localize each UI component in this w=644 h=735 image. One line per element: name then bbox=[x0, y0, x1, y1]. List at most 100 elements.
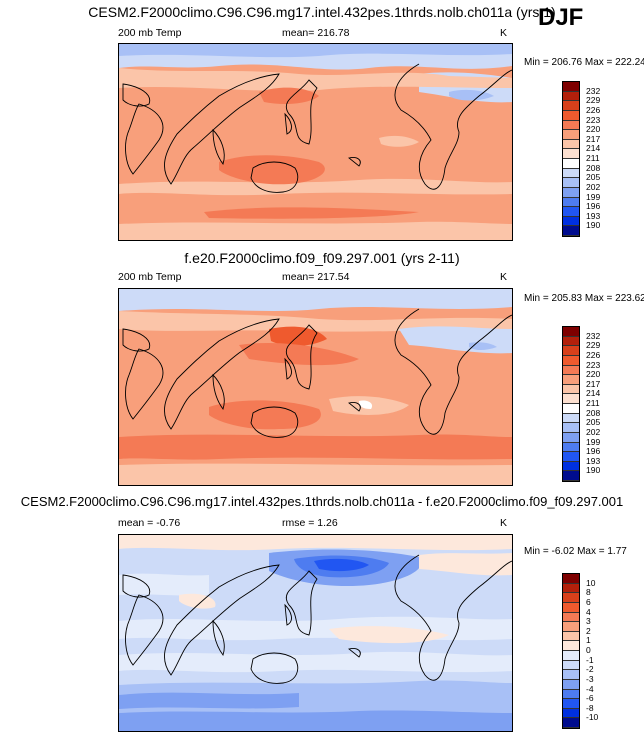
colorbar-label: 220 bbox=[586, 369, 601, 380]
colorbar-label: 211 bbox=[586, 398, 600, 408]
colorbar-swatch bbox=[563, 689, 579, 700]
colorbar-swatch bbox=[563, 413, 579, 424]
colorbar-swatch bbox=[563, 718, 579, 728]
colorbar-swatch bbox=[563, 384, 579, 395]
colorbar-label: 190 bbox=[586, 465, 601, 476]
colorbar-swatch bbox=[563, 461, 579, 472]
panel-3-title: CESM2.F2000climo.C96.C96.mg17.intel.432p… bbox=[20, 494, 624, 509]
colorbar-swatch bbox=[563, 641, 579, 651]
colorbar-swatch bbox=[563, 120, 579, 131]
colorbar-label: 202 bbox=[586, 426, 601, 437]
colorbar-label: 3 bbox=[586, 616, 591, 627]
colorbar-label: 229 bbox=[586, 340, 601, 351]
colorbar-swatch bbox=[563, 110, 579, 121]
colorbar-swatch bbox=[563, 432, 579, 443]
colorbar-swatch bbox=[563, 327, 579, 337]
colorbar-label: 190 bbox=[586, 220, 601, 231]
panel-2-units: K bbox=[500, 271, 508, 283]
colorbar-label: 217 bbox=[586, 378, 601, 389]
colorbar-label: 220 bbox=[586, 124, 601, 135]
colorbar-label: 217 bbox=[586, 133, 601, 144]
colorbar-swatch bbox=[563, 699, 579, 709]
colorbar-swatch bbox=[563, 471, 579, 481]
colorbar-label: 193 bbox=[586, 455, 601, 466]
colorbar-swatch bbox=[563, 336, 579, 347]
colorbar-swatch bbox=[563, 355, 579, 366]
colorbar-label: 2 bbox=[586, 625, 591, 636]
colorbar-swatch bbox=[563, 82, 579, 92]
colorbar-label: 196 bbox=[586, 446, 601, 457]
panel-1-units: K bbox=[500, 27, 508, 39]
colorbar-swatch bbox=[563, 593, 579, 603]
panel-1-minmax: Min = 206.76 Max = 222.24 bbox=[524, 57, 644, 68]
colorbar-swatch bbox=[563, 226, 579, 236]
colorbar-swatch bbox=[563, 139, 579, 150]
colorbar-label: 6 bbox=[586, 596, 591, 607]
colorbar-label: 199 bbox=[586, 191, 601, 202]
colorbar-swatch bbox=[563, 442, 579, 453]
panel-3-units: K bbox=[500, 517, 508, 529]
colorbar-label: 214 bbox=[586, 143, 601, 154]
panel-2-map bbox=[118, 288, 513, 486]
colorbar-swatch bbox=[563, 130, 579, 140]
panel-1-title: CESM2.F2000climo.C96.C96.mg17.intel.432p… bbox=[88, 4, 556, 20]
panel-3-colorbar bbox=[562, 573, 580, 729]
colorbar-label: -3 bbox=[586, 673, 594, 684]
colorbar-label: 208 bbox=[586, 407, 601, 418]
colorbar-label: 232 bbox=[586, 85, 601, 96]
colorbar-label: 10 bbox=[586, 577, 596, 588]
colorbar-swatch bbox=[563, 365, 579, 376]
colorbar-label: -1 bbox=[586, 654, 594, 665]
colorbar-label: 199 bbox=[586, 436, 601, 447]
panel-2-title: f.e20.F2000climo.f09_f09.297.001 (yrs 2-… bbox=[184, 250, 460, 266]
colorbar-label: 193 bbox=[586, 210, 601, 221]
colorbar-label: 0 bbox=[586, 645, 591, 655]
colorbar-label: 205 bbox=[586, 172, 601, 183]
colorbar-swatch bbox=[563, 574, 579, 584]
colorbar-swatch bbox=[563, 178, 579, 188]
colorbar-swatch bbox=[563, 159, 579, 169]
colorbar-swatch bbox=[563, 631, 579, 642]
colorbar-swatch bbox=[563, 670, 579, 680]
panel-2-minmax: Min = 205.83 Max = 223.62 bbox=[524, 293, 644, 304]
colorbar-label: -10 bbox=[586, 712, 599, 723]
colorbar-label: -2 bbox=[586, 664, 594, 675]
colorbar-label: 232 bbox=[586, 330, 601, 341]
colorbar-swatch bbox=[563, 622, 579, 632]
colorbar-label: 229 bbox=[586, 95, 601, 106]
colorbar-label: -8 bbox=[586, 702, 594, 713]
colorbar-swatch bbox=[563, 375, 579, 385]
colorbar-swatch bbox=[563, 91, 579, 102]
colorbar-label: 8 bbox=[586, 587, 591, 598]
colorbar-swatch bbox=[563, 679, 579, 690]
panel-1-variable: 200 mb Temp bbox=[118, 27, 182, 39]
colorbar-swatch bbox=[563, 708, 579, 719]
season-label: DJF bbox=[538, 4, 584, 31]
colorbar-label: 211 bbox=[586, 153, 600, 163]
panel-3-mean: mean = -0.76 bbox=[118, 517, 181, 529]
panel-2-colorbar bbox=[562, 326, 580, 482]
colorbar-label: 223 bbox=[586, 359, 601, 370]
colorbar-swatch bbox=[563, 583, 579, 594]
colorbar-swatch bbox=[563, 452, 579, 462]
colorbar-label: 196 bbox=[586, 201, 601, 212]
colorbar-swatch bbox=[563, 394, 579, 404]
colorbar-label: 226 bbox=[586, 349, 601, 360]
colorbar-label: 1 bbox=[586, 635, 591, 646]
panel-3-rmse: rmse = 1.26 bbox=[282, 517, 338, 529]
panel-2-variable: 200 mb Temp bbox=[118, 271, 182, 283]
panel-3-minmax: Min = -6.02 Max = 1.77 bbox=[524, 546, 627, 557]
colorbar-swatch bbox=[563, 101, 579, 111]
colorbar-label: 202 bbox=[586, 181, 601, 192]
colorbar-swatch bbox=[563, 404, 579, 414]
colorbar-label: 214 bbox=[586, 388, 601, 399]
colorbar-swatch bbox=[563, 197, 579, 208]
colorbar-swatch bbox=[563, 660, 579, 671]
colorbar-swatch bbox=[563, 423, 579, 433]
colorbar-swatch bbox=[563, 346, 579, 356]
colorbar-swatch bbox=[563, 168, 579, 179]
panel-1-mean: mean= 216.78 bbox=[282, 27, 350, 39]
panel-1-map bbox=[118, 43, 513, 241]
colorbar-label: -4 bbox=[586, 683, 594, 694]
colorbar-label: 226 bbox=[586, 104, 601, 115]
